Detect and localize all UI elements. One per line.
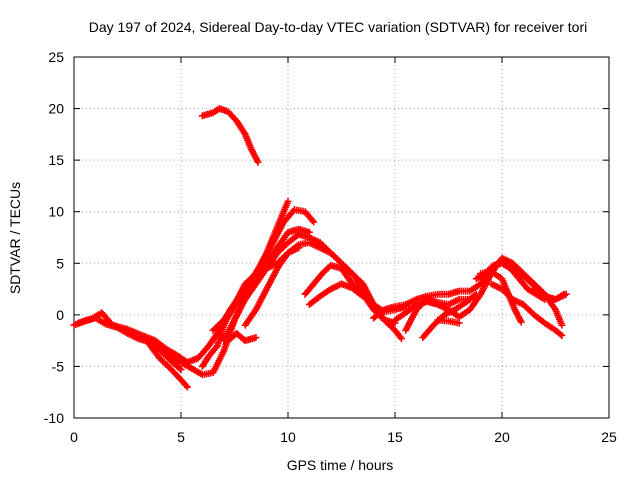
x-tick-label: 0: [70, 429, 78, 445]
data-point: [472, 290, 480, 298]
y-axis-label: SDTVAR / TECUs: [7, 182, 23, 294]
x-tick-label: 25: [601, 429, 617, 445]
series-track-4: [151, 342, 185, 374]
y-tick-label: 10: [48, 204, 64, 220]
series-track-12: [305, 280, 367, 309]
data-point: [308, 217, 316, 225]
y-tick-label: 20: [48, 101, 64, 117]
chart-title: Day 197 of 2024, Sidereal Day-to-day VTE…: [89, 19, 588, 35]
grid-lines: [74, 57, 609, 418]
y-tick-label: -10: [44, 410, 64, 426]
x-tick-label: 10: [280, 429, 296, 445]
data-point: [560, 290, 568, 298]
y-tick-label: -5: [52, 358, 65, 374]
x-tick-label: 15: [387, 429, 403, 445]
y-tick-label: 5: [56, 255, 64, 271]
data-points: [70, 105, 570, 391]
data-point: [310, 218, 318, 226]
data-point: [295, 244, 303, 252]
x-axis-label: GPS time / hours: [287, 457, 394, 473]
data-point: [359, 292, 367, 300]
data-point: [517, 318, 525, 326]
series-track-1: [70, 197, 292, 379]
y-tick-label: 15: [48, 152, 64, 168]
data-point: [558, 321, 566, 329]
data-point: [471, 291, 479, 299]
data-point: [455, 319, 463, 327]
series-track-18: [472, 259, 549, 303]
x-tick-label: 20: [494, 429, 510, 445]
data-point: [252, 334, 260, 342]
data-point: [254, 158, 262, 166]
series-track-17: [434, 316, 463, 327]
data-point: [182, 382, 190, 390]
axis-ticks: 0 5 10 15 20 25 -10 -5 0 5 10 15 20 25: [44, 49, 617, 445]
data-point: [558, 331, 566, 339]
plot-frame: [73, 56, 610, 419]
data-point: [176, 364, 184, 372]
series-track-10: [198, 105, 262, 166]
series-track-3: [145, 340, 191, 391]
data-point: [397, 335, 405, 343]
x-tick-label: 5: [177, 429, 185, 445]
series-track-2: [74, 206, 318, 366]
series-track-16: [419, 290, 480, 342]
data-point: [183, 383, 191, 391]
data-point: [177, 366, 185, 374]
data-point: [357, 291, 365, 299]
data-point: [212, 343, 220, 351]
series-track-21: [530, 285, 568, 303]
series-track-9: [198, 244, 303, 370]
y-tick-label: 25: [48, 49, 64, 65]
data-point: [284, 197, 292, 205]
y-tick-label: 0: [56, 307, 64, 323]
series-track-20: [487, 280, 566, 339]
